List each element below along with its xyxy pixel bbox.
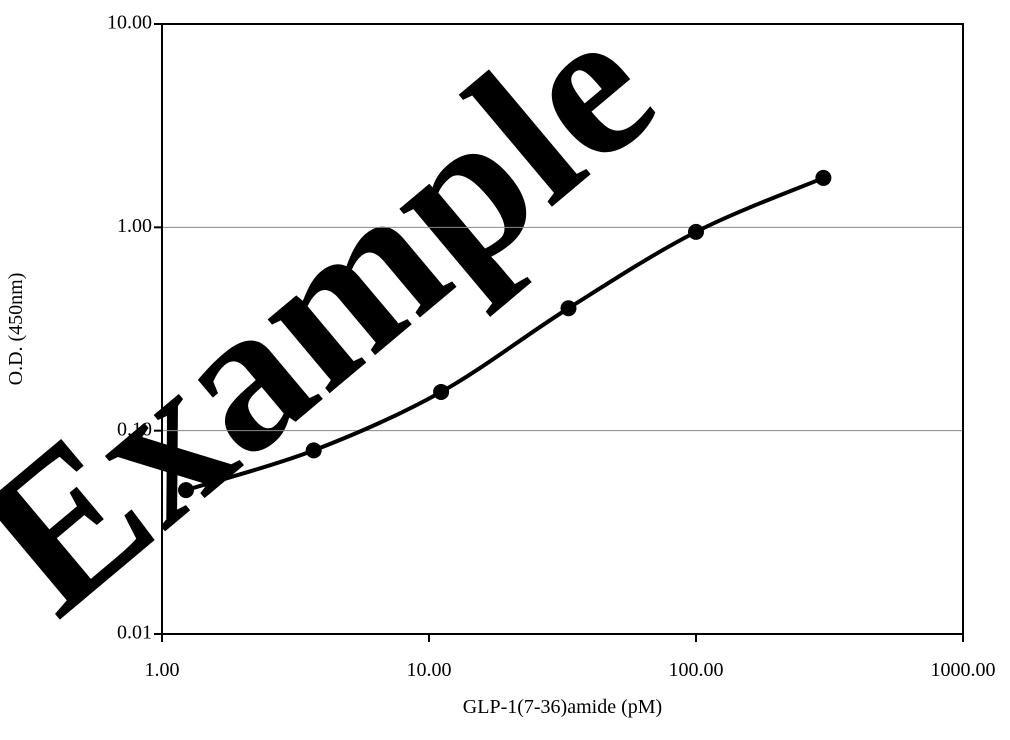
data-point [305, 442, 322, 459]
watermark-text: Example [0, 0, 694, 657]
y-tick-label: 0.01 [117, 622, 152, 644]
data-point [178, 482, 195, 499]
data-point [815, 169, 832, 186]
y-axis-label: O.D. (450nm) [5, 273, 27, 386]
tick-labels: 0.01 0.10 1.00 10.00 1.00 10.00 100.00 1000.00 [107, 12, 996, 681]
x-axis-label: GLP-1(7-36)amide (pM) [463, 696, 662, 718]
y-tick-label: 0.10 [117, 418, 152, 440]
axis-ticks [154, 23, 964, 642]
grid-lines [162, 226, 963, 432]
x-tick-label: 100.00 [669, 659, 724, 681]
data-point [688, 223, 704, 240]
data-point [433, 383, 450, 400]
y-tick-label: 10.00 [107, 12, 152, 34]
plot-frame [161, 23, 964, 635]
x-tick-label: 1.00 [145, 659, 180, 681]
y-tick-label: 1.00 [117, 215, 152, 237]
series [178, 169, 832, 499]
x-tick-label: 10.00 [407, 659, 452, 681]
series-line [185, 176, 825, 493]
watermark: Example [0, 0, 694, 657]
x-tick-label: 1000.00 [931, 659, 996, 681]
data-point [560, 300, 577, 317]
